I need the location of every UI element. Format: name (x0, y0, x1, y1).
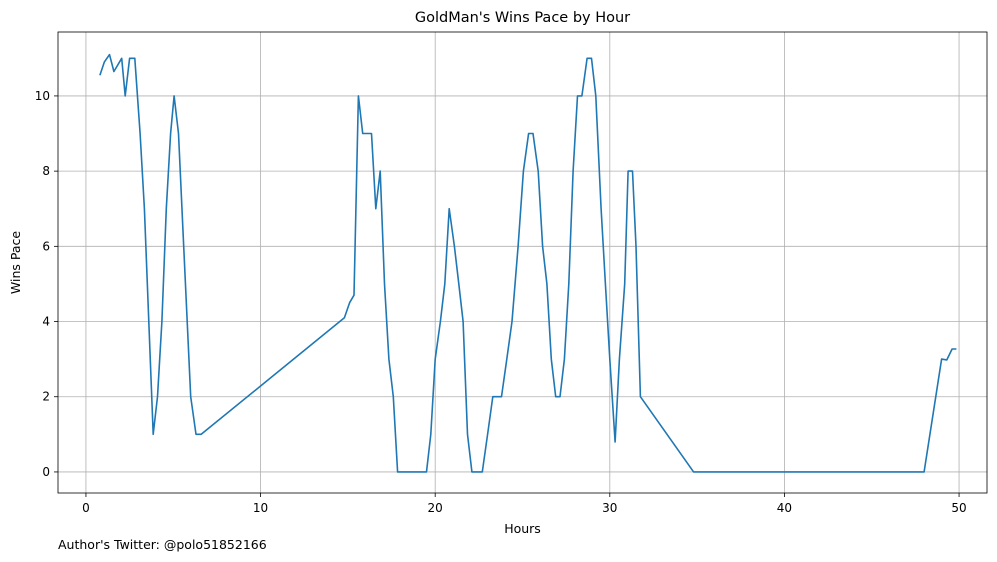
y-tick-label: 0 (42, 465, 50, 479)
x-axis-label: Hours (504, 521, 541, 536)
x-tick-label: 0 (82, 501, 90, 515)
y-tick-label: 2 (42, 390, 50, 404)
y-tick-label: 8 (42, 164, 50, 178)
x-tick-label: 10 (253, 501, 268, 515)
y-tick-label: 10 (35, 89, 50, 103)
x-axis-ticks: 0 10 20 30 40 50 (82, 493, 967, 515)
plot-frame (57, 31, 988, 494)
y-tick-label: 6 (42, 239, 50, 253)
series-line (99, 53, 957, 473)
x-tick-label: 20 (428, 501, 443, 515)
author-credit: Author's Twitter: @polo51852166 (58, 537, 267, 552)
chart-title: GoldMan's Wins Pace by Hour (415, 10, 630, 26)
gridlines (58, 32, 987, 493)
y-tick-label: 4 (42, 315, 50, 329)
y-axis-label: Wins Pace (8, 231, 23, 294)
x-tick-label: 40 (777, 501, 792, 515)
y-axis-ticks: 0 2 4 6 8 10 (35, 89, 58, 479)
x-tick-label: 50 (951, 501, 966, 515)
x-tick-label: 30 (602, 501, 617, 515)
